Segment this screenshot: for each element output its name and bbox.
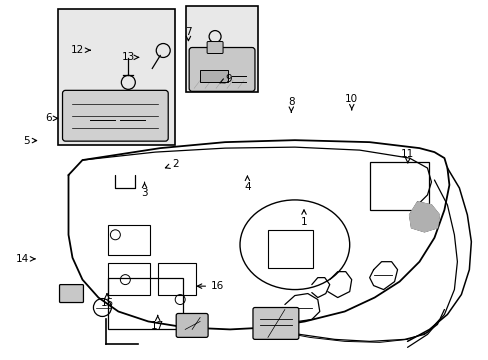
Text: 4: 4 xyxy=(244,176,250,192)
Bar xyxy=(58,9,175,145)
FancyBboxPatch shape xyxy=(189,48,254,91)
FancyBboxPatch shape xyxy=(176,314,208,337)
Bar xyxy=(200,71,227,82)
Polygon shape xyxy=(408,202,439,232)
Bar xyxy=(267,230,312,268)
Bar xyxy=(369,162,428,210)
Text: 17: 17 xyxy=(151,316,164,331)
Text: 13: 13 xyxy=(122,52,138,62)
Text: 1: 1 xyxy=(300,210,306,227)
Text: 10: 10 xyxy=(345,94,358,110)
Text: 15: 15 xyxy=(100,294,113,308)
Text: 12: 12 xyxy=(71,45,90,55)
Bar xyxy=(108,278,183,329)
Text: 16: 16 xyxy=(197,281,224,291)
Text: 7: 7 xyxy=(185,27,191,41)
Text: 8: 8 xyxy=(287,97,294,112)
Text: 14: 14 xyxy=(16,254,35,264)
FancyBboxPatch shape xyxy=(252,307,298,339)
Text: 6: 6 xyxy=(45,113,58,123)
Bar xyxy=(108,263,150,294)
Text: 3: 3 xyxy=(141,182,147,198)
Bar xyxy=(158,263,196,294)
Text: 5: 5 xyxy=(22,136,37,145)
FancyBboxPatch shape xyxy=(62,90,168,141)
Bar xyxy=(108,225,150,255)
Text: 9: 9 xyxy=(220,74,232,84)
Text: 11: 11 xyxy=(401,149,414,163)
FancyBboxPatch shape xyxy=(60,285,83,302)
FancyBboxPatch shape xyxy=(207,41,223,54)
Bar xyxy=(186,6,258,92)
Text: 2: 2 xyxy=(165,159,178,169)
